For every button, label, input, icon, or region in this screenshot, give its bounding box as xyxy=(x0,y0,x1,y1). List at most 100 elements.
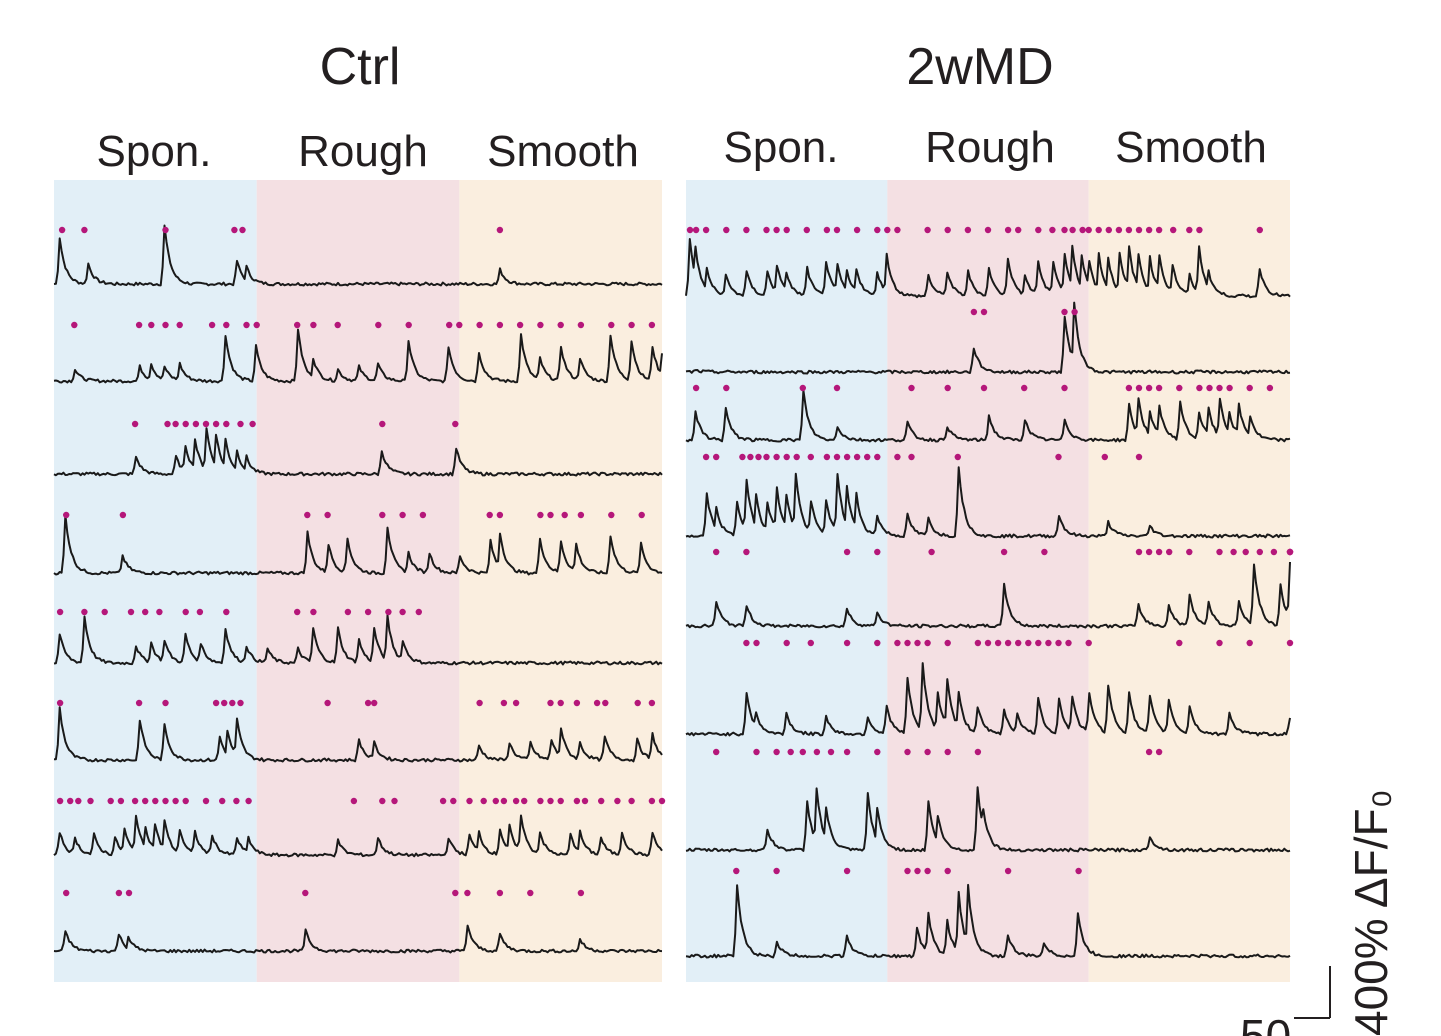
ctrl-trace-1-event-5 xyxy=(239,226,246,234)
md-trace-1-event-15 xyxy=(894,226,901,234)
ctrl-trace-2-event-25 xyxy=(648,321,656,329)
ctrl-trace-7-event-21 xyxy=(450,797,457,805)
md-trace-3-event-2 xyxy=(723,384,730,392)
md-trace-5-event-16 xyxy=(1256,548,1264,556)
ctrl-trace-7-event-10 xyxy=(162,797,169,805)
ctrl-trace-8-event-9 xyxy=(577,889,585,897)
ctrl-trace-7-event-8 xyxy=(142,797,149,805)
ctrl-trace-5-event-4 xyxy=(127,608,135,616)
ctrl-trace-7-event-17 xyxy=(350,797,358,805)
ctrl-trace-4-event-13 xyxy=(577,511,585,519)
ctrl-trace-6-event-7 xyxy=(237,699,244,707)
ctrl-trace-7-event-37 xyxy=(658,797,666,805)
md-trace-5 xyxy=(685,561,1291,629)
ctrl-condition-label-rough: Rough xyxy=(298,127,428,176)
md-trace-1-event-29 xyxy=(1105,226,1113,234)
md-trace-7-event-3 xyxy=(773,748,780,756)
md-trace-2-event-4 xyxy=(1071,308,1078,316)
ctrl-trace-7-event-23 xyxy=(480,797,487,805)
md-trace-6-event-19 xyxy=(1045,639,1052,647)
md-trace-8-event-6 xyxy=(924,867,931,875)
md-trace-4-event-21 xyxy=(1101,453,1109,461)
ctrl-trace-7-event-20 xyxy=(439,797,447,805)
ctrl-trace-8-event-4 xyxy=(302,889,309,897)
ctrl-trace-4-event-15 xyxy=(638,511,645,519)
md-trace-1-event-4 xyxy=(723,226,730,234)
md-trace-1-event-34 xyxy=(1155,226,1163,234)
ctrl-trace-4-event-6 xyxy=(399,511,406,519)
ctrl-trace-5-event-1 xyxy=(56,608,64,616)
ctrl-trace-7-event-4 xyxy=(87,797,94,805)
ctrl-trace-7-event-18 xyxy=(379,797,386,805)
ctrl-trace-7-event-5 xyxy=(107,797,114,805)
ctrl-trace-3-event-11 xyxy=(379,420,386,428)
ctrl-trace-8-event-6 xyxy=(464,889,471,897)
md-trace-8-event-7 xyxy=(944,867,951,875)
md-trace-6-event-20 xyxy=(1055,639,1062,647)
md-trace-4-event-10 xyxy=(807,453,814,461)
ctrl-trace-6-event-16 xyxy=(573,699,581,707)
ctrl-trace-3 xyxy=(53,427,663,477)
ctrl-trace-7-event-9 xyxy=(152,797,159,805)
md-trace-4-event-9 xyxy=(793,453,800,461)
md-trace-6-event-9 xyxy=(914,639,921,647)
ctrl-trace-2-event-1 xyxy=(71,321,78,329)
ctrl-trace-7-event-24 xyxy=(492,797,499,805)
md-band-smooth xyxy=(1088,180,1290,982)
md-trace-5-event-20 xyxy=(1286,548,1294,556)
md-trace-4-event-22 xyxy=(1135,453,1143,461)
md-trace-2-event-3 xyxy=(1061,308,1068,316)
ctrl-trace-2-event-19 xyxy=(516,321,524,329)
md-trace-1-event-17 xyxy=(944,226,951,234)
ctrl-trace-6-event-14 xyxy=(547,699,554,707)
ctrl-trace-7-event-2 xyxy=(67,797,74,805)
ctrl-trace-6-event-20 xyxy=(648,699,656,707)
md-trace-6-event-21 xyxy=(1065,639,1072,647)
md-trace-1-event-32 xyxy=(1135,226,1143,234)
ctrl-trace-6-event-5 xyxy=(221,699,228,707)
ctrl-trace-7-event-7 xyxy=(131,797,139,805)
md-trace-1-event-7 xyxy=(773,226,780,234)
md-trace-5-event-7 xyxy=(1041,548,1048,556)
ctrl-trace-6-event-10 xyxy=(371,699,378,707)
scale-bar: 400% ΔF/F₀ 50 xyxy=(1240,789,1397,1036)
ctrl-trace-2-event-13 xyxy=(375,321,382,329)
md-trace-3-event-10 xyxy=(1125,384,1133,392)
md-trace-8-event-3 xyxy=(843,867,851,875)
ctrl-condition-label-spon: Spon. xyxy=(97,127,212,176)
md-trace-3 xyxy=(685,389,1291,443)
md-trace-1-event-20 xyxy=(1004,226,1012,234)
panel-title-ctrl: Ctrl xyxy=(320,38,401,96)
md-trace-7-event-2 xyxy=(753,748,760,756)
ctrl-trace-2-event-2 xyxy=(135,321,143,329)
ctrl-trace-5-event-15 xyxy=(399,608,406,616)
md-trace-1-event-9 xyxy=(803,226,810,234)
md-trace-5-event-10 xyxy=(1155,548,1163,556)
ctrl-trace-4-event-14 xyxy=(608,511,615,519)
md-trace-1-event-26 xyxy=(1079,226,1086,234)
md-trace-7-event-9 xyxy=(874,748,881,756)
md-trace-6-event-16 xyxy=(1015,639,1022,647)
ctrl-trace-4-event-10 xyxy=(537,511,544,519)
ctrl-trace-8-event-1 xyxy=(62,889,70,897)
ctrl-condition-label-smooth: Smooth xyxy=(487,127,639,176)
md-trace-6-event-17 xyxy=(1025,639,1032,647)
ctrl-trace-6-event-6 xyxy=(229,699,236,707)
ctrl-trace-2-event-4 xyxy=(162,321,169,329)
ctrl-trace-1-event-3 xyxy=(162,226,169,234)
md-trace-3-event-11 xyxy=(1135,384,1143,392)
md-band-rough xyxy=(887,180,1089,982)
md-trace-4-event-16 xyxy=(874,453,881,461)
md-trace-4-event-8 xyxy=(783,453,790,461)
ctrl-trace-3-event-4 xyxy=(182,420,189,428)
md-trace-3-event-19 xyxy=(1246,384,1253,392)
ctrl-trace-6 xyxy=(53,706,663,763)
md-trace-4-event-19 xyxy=(954,453,961,461)
md-trace-7-event-4 xyxy=(787,748,794,756)
ctrl-trace-7-event-28 xyxy=(537,797,544,805)
ctrl-trace-2-event-16 xyxy=(456,321,463,329)
ctrl-trace-8-event-3 xyxy=(125,889,133,897)
md-trace-1-event-33 xyxy=(1145,226,1153,234)
md-trace-4-event-7 xyxy=(773,453,780,461)
ctrl-trace-4-event-12 xyxy=(561,511,568,519)
